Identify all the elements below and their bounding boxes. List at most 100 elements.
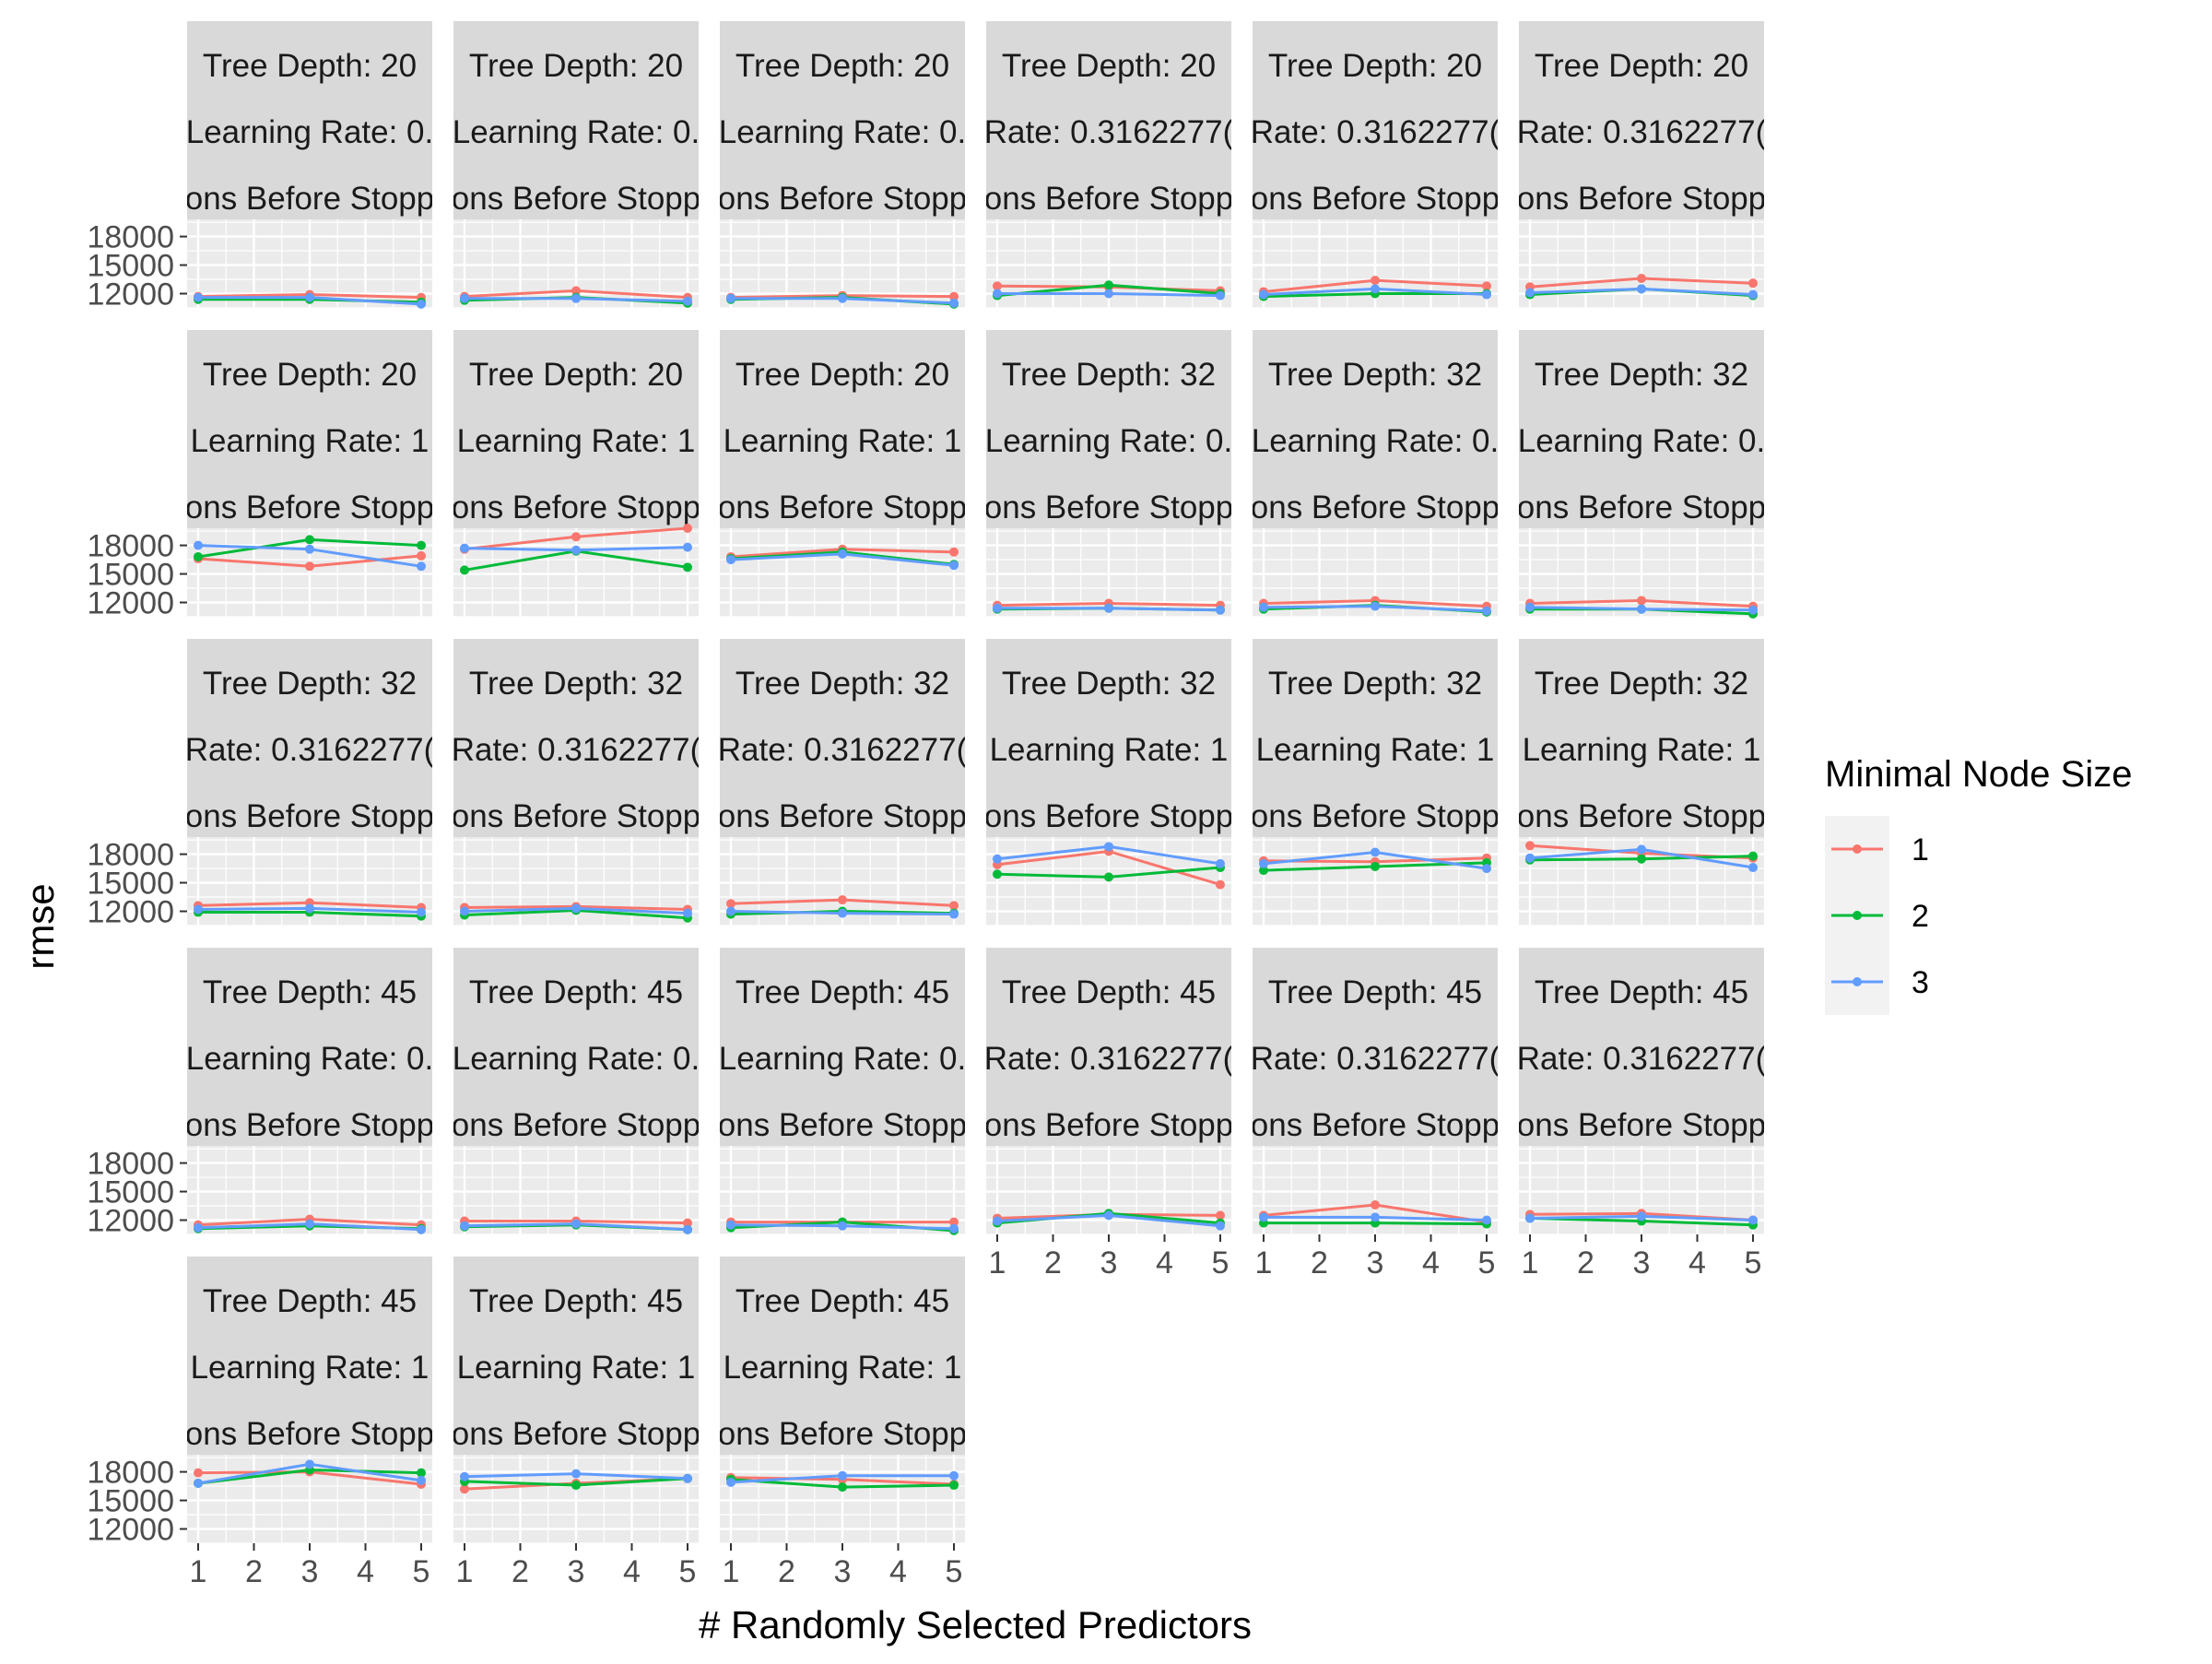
x-tick-label: 2 — [1577, 1245, 1594, 1280]
data-point — [949, 561, 959, 571]
data-point — [460, 543, 469, 553]
data-point — [417, 1475, 426, 1485]
data-point — [683, 524, 692, 533]
x-tick-label: 3 — [834, 1554, 852, 1589]
facet-strip-label: Tree Depth: 45 — [1535, 974, 1748, 1010]
facet-strip — [1253, 330, 1498, 528]
facet-strip-label: Learning Rate: 1 — [724, 1350, 962, 1386]
facet-strip-label: Tree Depth: 32 — [1535, 666, 1748, 702]
data-point — [949, 901, 959, 911]
y-tick-label: 18000 — [87, 1456, 174, 1491]
data-point — [1525, 841, 1535, 851]
data-point — [683, 1224, 692, 1234]
facet-panel: Tree Depth: 45 Learning Rate: 1 ons Before… — [87, 1257, 432, 1589]
facet-strip-label: ons Before Stopp — [452, 1107, 700, 1143]
facet-strip-label: Learning Rate: 0. — [186, 1041, 434, 1077]
data-point — [1259, 1212, 1268, 1222]
legend: Minimal Node Size 1 2 3 — [1825, 754, 2132, 1015]
data-point — [949, 1481, 959, 1491]
facet-strip-label: Tree Depth: 45 — [1002, 974, 1216, 1010]
data-point — [683, 296, 692, 306]
x-tick-label: 3 — [1633, 1245, 1651, 1280]
facet-panel: Tree Depth: 32 Learning Rate: 1 ons Before… — [1517, 639, 1766, 926]
facet-strip — [1519, 21, 1764, 219]
data-point — [1104, 603, 1113, 613]
data-point — [1637, 284, 1646, 294]
x-axis-title: # Randomly Selected Predictors — [699, 1603, 1252, 1646]
y-tick-label: 12000 — [87, 1513, 174, 1548]
data-point — [194, 1468, 203, 1478]
data-point — [1371, 1212, 1380, 1222]
data-point — [1216, 1210, 1225, 1221]
facet-strip-label: Tree Depth: 45 — [203, 1283, 417, 1319]
data-point — [1371, 847, 1380, 857]
data-point — [571, 286, 581, 296]
data-point — [1216, 1221, 1225, 1231]
facet-strip-label: Learning Rate: 0. — [719, 114, 967, 150]
data-point — [417, 299, 426, 309]
facet-strip-label: Learning Rate: 1 — [191, 1350, 429, 1386]
data-point — [1748, 1215, 1758, 1225]
data-point — [1637, 604, 1646, 614]
facet-strip — [1253, 21, 1498, 219]
facet-strip — [187, 639, 432, 837]
data-point — [993, 869, 1002, 879]
facet-panel: Tree Depth: 32 Learning Rate: 0. ons Befor… — [1519, 330, 1764, 619]
facet-strip-label: Rate: 0.3162277( — [185, 732, 435, 768]
facet-strip-label: Tree Depth: 45 — [735, 1283, 949, 1319]
data-point — [194, 551, 203, 561]
facet-panel: Tree Depth: 20 Learning Rate: 0. ons Befor… — [453, 21, 699, 309]
y-tick-label: 15000 — [87, 1484, 174, 1519]
data-point — [1748, 289, 1758, 300]
data-point — [1482, 289, 1491, 300]
facet-strip — [453, 948, 699, 1146]
data-point — [1637, 596, 1646, 606]
facet-strip-label: Tree Depth: 20 — [203, 48, 417, 84]
facet-strip-label: ons Before Stopp — [1517, 798, 1766, 834]
data-point — [305, 1219, 314, 1229]
facet-strip — [720, 330, 965, 528]
data-point — [1371, 284, 1380, 294]
x-tick-label: 4 — [1688, 1245, 1706, 1280]
facet-panel: Tree Depth: 20 Learning Rate: 1 ons Before… — [87, 330, 432, 621]
facet-strip-label: Tree Depth: 20 — [469, 357, 683, 393]
facet-strip — [720, 948, 965, 1146]
facet-strip-label: Tree Depth: 32 — [1535, 357, 1748, 393]
facet-strip-label: Tree Depth: 32 — [1268, 357, 1482, 393]
facet-strip-label: Tree Depth: 32 — [1002, 666, 1216, 702]
x-tick-label: 1 — [190, 1554, 207, 1589]
data-point — [1637, 1211, 1646, 1221]
facet-strip-label: Tree Depth: 20 — [1268, 48, 1482, 84]
facet-panel: Tree Depth: 45 Learning Rate: 1 ons Before… — [453, 1257, 699, 1589]
facet-strip-label: ons Before Stopp — [718, 1107, 967, 1143]
facet-strip-label: ons Before Stopp — [452, 490, 700, 525]
data-point — [571, 1219, 581, 1229]
data-point — [1748, 863, 1758, 873]
x-tick-label: 1 — [723, 1554, 740, 1589]
facet-strip-label: Tree Depth: 20 — [203, 357, 417, 393]
facet-strip-label: ons Before Stopp — [718, 181, 967, 217]
facet-panel: Tree Depth: 45 Learning Rate: 1 ons Before… — [718, 1257, 967, 1589]
x-tick-label: 3 — [1367, 1245, 1384, 1280]
data-point — [683, 562, 692, 572]
data-point — [949, 1217, 959, 1227]
facet-strip — [453, 1257, 699, 1455]
data-point — [726, 1477, 735, 1487]
data-point — [460, 1221, 469, 1231]
data-point — [1259, 866, 1268, 876]
x-tick-label: 3 — [1100, 1245, 1118, 1280]
facet-panel: Tree Depth: 32 Learning Rate: 1 ons Before… — [986, 639, 1231, 926]
x-tick-label: 3 — [568, 1554, 585, 1589]
facet-strip-label: ons Before Stopp — [718, 1416, 967, 1452]
facet-panel: Tree Depth: 32 Learning Rate: 0. ons Befor… — [1253, 330, 1498, 618]
facet-panel: Tree Depth: 45 Learning Rate: 0. ons Befor… — [87, 948, 434, 1239]
x-tick-label: 2 — [778, 1554, 795, 1589]
data-point — [726, 555, 735, 565]
facet-strip-label: ons Before Stopp — [984, 181, 1233, 217]
data-point — [838, 549, 847, 559]
facet-strip-label: Tree Depth: 20 — [469, 48, 683, 84]
facet-panel: Tree Depth: 20 Learning Rate: 1 ons Before… — [452, 330, 700, 618]
data-point — [1216, 290, 1225, 301]
data-point — [571, 293, 581, 303]
